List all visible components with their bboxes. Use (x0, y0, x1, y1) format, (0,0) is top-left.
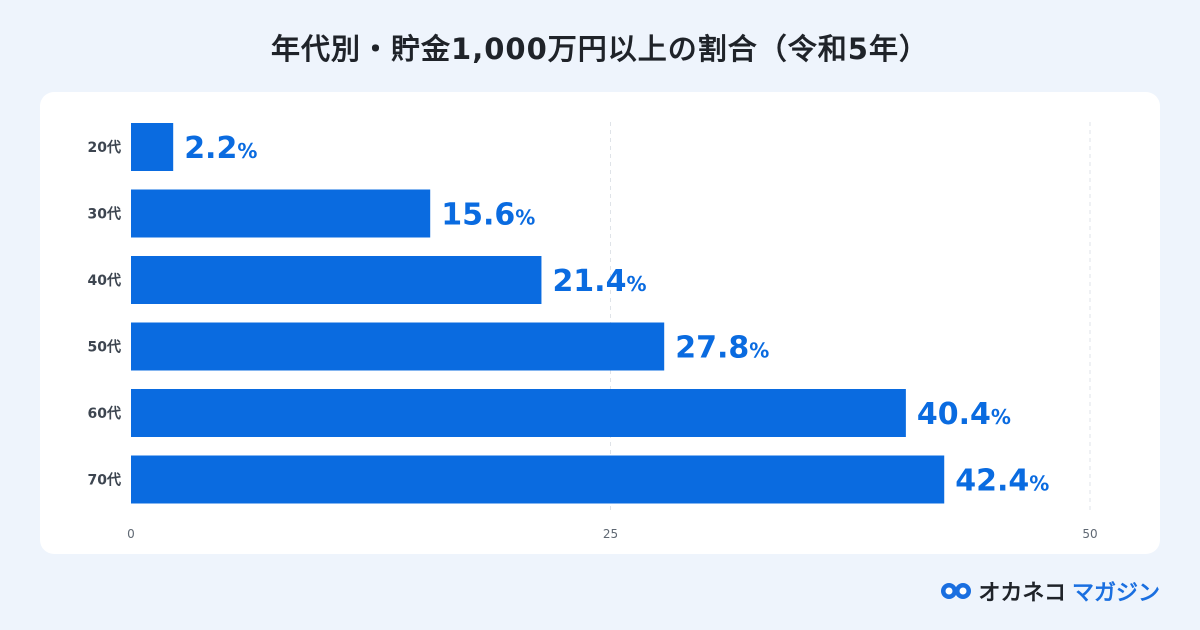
category-label: 30代 (88, 206, 121, 223)
chart-title: 年代別・貯金1,000万円以上の割合（令和5年） (271, 32, 929, 66)
value-label: 21.4% (552, 264, 646, 299)
bar (131, 455, 945, 504)
value-label: 15.6% (441, 198, 535, 233)
logo-text-main: オカネコ (978, 581, 1066, 606)
bar (131, 322, 665, 371)
bar (131, 389, 906, 437)
category-label: 60代 (88, 405, 121, 422)
bar-chart: 0 25 50 20代 2.2% 30代 15.6% 40代 21.4% 50代 27.8% 60代 4… (88, 122, 1098, 541)
logo-text-sub: マガジン (1071, 581, 1160, 606)
bar (131, 256, 542, 304)
chart-card: 0 25 50 20代 2.2% 30代 15.6% 40代 21.4% 50代 27.8% 60代 4… (40, 92, 1160, 554)
category-label: 20代 (88, 139, 121, 156)
value-label: 2.2% (184, 131, 257, 166)
value-label: 40.4% (917, 397, 1011, 432)
bar (131, 189, 431, 238)
x-tick-label: 50 (1082, 527, 1097, 541)
logo-icon (941, 583, 972, 599)
category-label: 40代 (88, 272, 121, 289)
category-label: 70代 (88, 472, 121, 489)
value-label: 42.4% (955, 464, 1049, 499)
value-label: 27.8% (675, 331, 769, 366)
x-tick-label: 0 (127, 527, 135, 541)
bar (131, 123, 174, 171)
category-label: 50代 (88, 339, 121, 356)
logo: オカネコ マガジン (940, 574, 1160, 608)
x-tick-label: 25 (603, 527, 618, 541)
